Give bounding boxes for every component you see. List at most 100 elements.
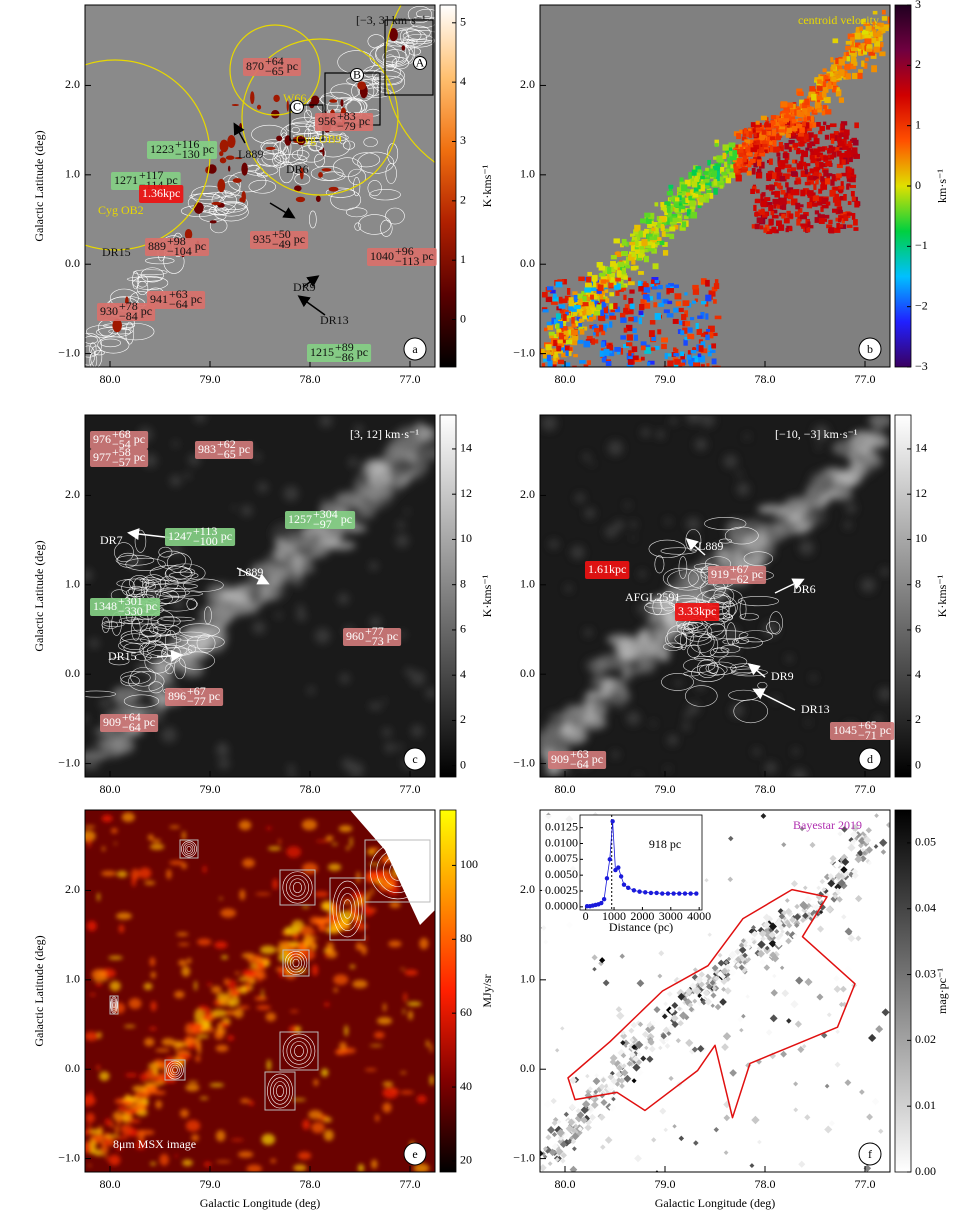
label-text: [−10, −3] km·s⁻¹ [775, 427, 858, 441]
pixel [698, 981, 705, 988]
pixel [582, 315, 587, 320]
cloud [641, 427, 651, 438]
pixel [694, 975, 704, 984]
pixel [667, 210, 672, 218]
label-value: 935 [253, 232, 271, 246]
cloud [404, 509, 410, 515]
label-unit: pc [287, 59, 298, 73]
pixel [663, 299, 669, 304]
pixel [674, 348, 679, 355]
pixel [650, 1019, 657, 1026]
cloud [149, 843, 165, 850]
pixel [818, 188, 823, 194]
pixel [620, 317, 627, 323]
pixel [674, 359, 681, 365]
pixel [591, 314, 597, 320]
pixel [735, 157, 743, 164]
pixel [599, 314, 606, 322]
annotation: Bayestar 2019 [793, 818, 862, 832]
pixel [759, 147, 764, 153]
y-tick-label: 2.0 [65, 487, 80, 501]
cloud [744, 433, 750, 440]
pixel [659, 215, 667, 223]
cloud [180, 662, 204, 678]
cloud [148, 1062, 164, 1070]
cloud [196, 1034, 210, 1039]
pixel [672, 1124, 677, 1129]
cloud [310, 534, 320, 549]
label-text: Cyg OB9 [296, 132, 342, 146]
pixel [807, 142, 813, 148]
pixel [781, 989, 790, 998]
pixel [735, 961, 742, 968]
pixel [809, 86, 816, 92]
pixel [742, 155, 747, 163]
emission [239, 122, 243, 131]
pixel [721, 171, 728, 176]
cloud [351, 891, 365, 899]
pixel [541, 363, 546, 367]
x-tick-label: 80.0 [555, 372, 576, 386]
cloud [275, 612, 282, 619]
cloud [87, 1122, 91, 1132]
annotation: 977 +58−57 pc [90, 445, 149, 469]
pixel [688, 357, 692, 365]
label-unit: pc [880, 723, 891, 737]
pixel [591, 338, 595, 345]
annotation: 3.33kpc [675, 603, 720, 621]
cloud [348, 457, 359, 468]
x-tick-label: 80.0 [100, 1177, 121, 1191]
pixel [659, 240, 665, 246]
pixel [609, 312, 615, 317]
pixel [774, 190, 780, 198]
cloud [109, 980, 121, 992]
pixel [748, 161, 756, 166]
pixel [746, 170, 752, 176]
contour [289, 878, 306, 897]
contour [182, 842, 196, 856]
x-tick-label: 77.0 [400, 372, 421, 386]
cloud [339, 673, 350, 684]
label-value: 889 [148, 239, 166, 253]
label-text: DR15 [102, 245, 131, 259]
cloud [232, 505, 237, 511]
pixel [819, 163, 827, 168]
contour [737, 595, 780, 607]
pixel [620, 1052, 627, 1059]
pixel [554, 351, 558, 358]
pixel [658, 950, 665, 957]
pixel [834, 70, 841, 75]
cloud [85, 1112, 95, 1124]
pixel [838, 186, 843, 194]
pixel [680, 362, 686, 366]
contour [118, 617, 144, 625]
cloud [549, 539, 559, 550]
emission [209, 220, 217, 224]
cloud [147, 834, 154, 841]
contour [332, 880, 363, 938]
pixel [800, 223, 807, 227]
annotation: centroid velocity [798, 13, 879, 27]
pixel [705, 334, 710, 341]
pixel [850, 51, 857, 57]
cloud [189, 1040, 192, 1044]
cloud [369, 561, 379, 571]
pixel [841, 858, 850, 866]
pixel [758, 161, 765, 169]
label-unit: pc [294, 232, 305, 246]
colorbar [894, 809, 912, 1173]
pixel [662, 242, 668, 247]
cloud [253, 452, 262, 461]
pixel [657, 973, 663, 979]
pixel [873, 32, 878, 37]
pixel [688, 1006, 695, 1013]
cloud [400, 1071, 407, 1074]
pixel [766, 228, 773, 235]
contour [189, 193, 221, 200]
contour [172, 631, 210, 641]
emission [211, 201, 222, 206]
pixel [631, 259, 636, 265]
pixel [722, 175, 728, 179]
pixel [851, 196, 856, 202]
pixel [804, 122, 810, 129]
